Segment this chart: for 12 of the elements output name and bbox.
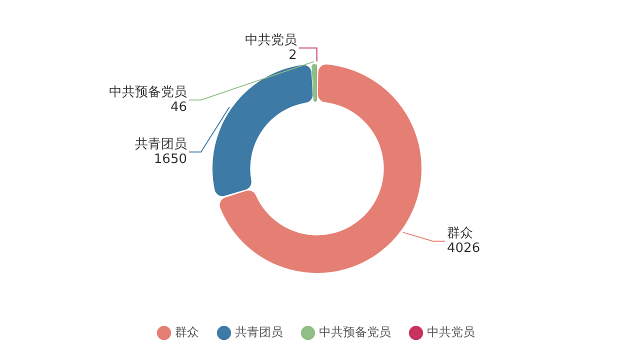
slice-label: 中共预备党员	[109, 84, 187, 100]
slice-label: 共青团员	[135, 136, 187, 152]
legend-label: 群众	[175, 325, 199, 340]
legend-label: 共青团员	[235, 325, 283, 340]
data-label: 4026	[447, 241, 480, 256]
data-label: 46	[170, 100, 187, 115]
legend-label: 中共预备党员	[319, 325, 391, 340]
data-label: 1650	[154, 152, 187, 167]
slice-label: 群众	[447, 226, 473, 242]
legend-label: 中共党员	[427, 325, 475, 340]
data-label: 2	[288, 48, 297, 63]
slice-label: 中共党员	[244, 32, 297, 48]
